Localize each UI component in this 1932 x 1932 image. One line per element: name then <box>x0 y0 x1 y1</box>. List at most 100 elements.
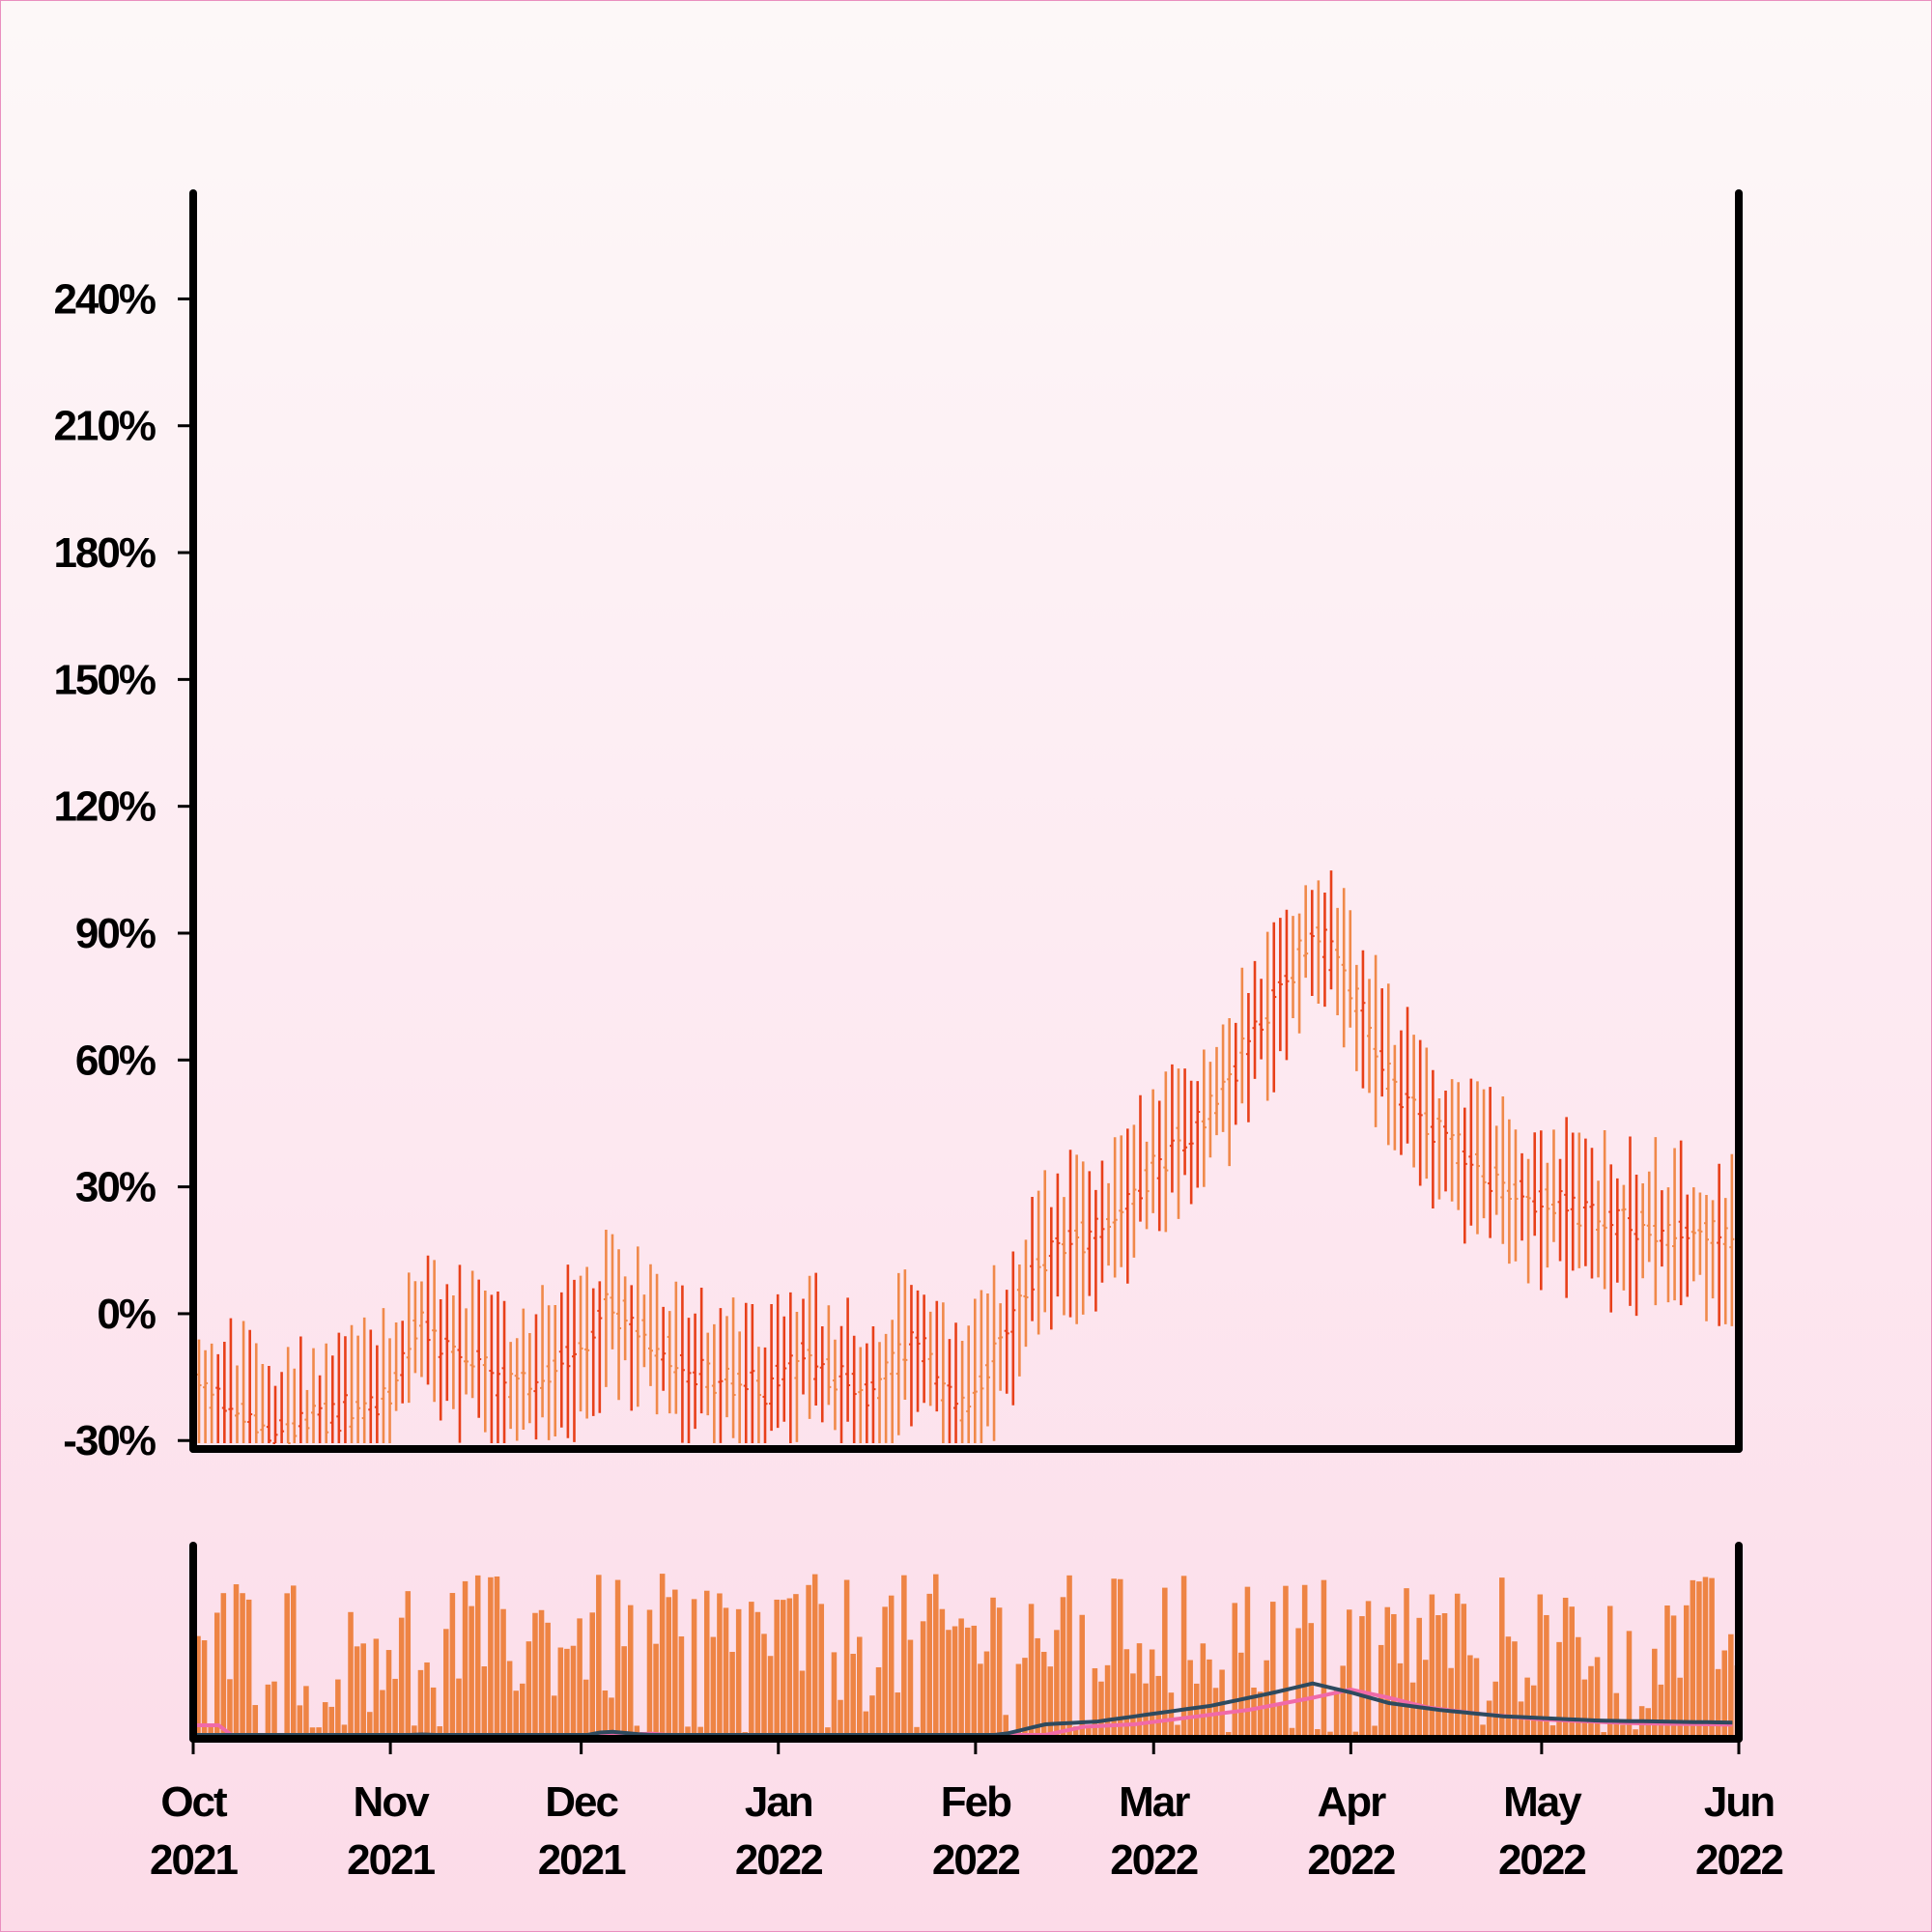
ohlc-bar <box>1080 1161 1086 1315</box>
ohlc-bar <box>998 1303 1004 1391</box>
ohlc-bar <box>1176 1068 1181 1219</box>
ohlc-bar <box>1456 1082 1462 1210</box>
ohlc-bar <box>838 1325 844 1443</box>
ohlc-bar <box>221 1341 227 1443</box>
volume-bar <box>1594 1657 1601 1739</box>
volume-bar <box>1092 1667 1098 1739</box>
ohlc-bar <box>540 1285 546 1418</box>
ohlc-bar <box>1608 1164 1614 1313</box>
x-tick-label-month: May <box>1503 1778 1582 1826</box>
volume-bar <box>1512 1641 1518 1739</box>
ohlc-bar <box>342 1336 348 1443</box>
ohlc-bar <box>508 1342 514 1430</box>
ohlc-bar <box>781 1316 787 1422</box>
volume-bar <box>557 1647 564 1739</box>
volume-bar <box>875 1666 882 1739</box>
volume-bar <box>271 1681 277 1739</box>
ohlc-bar <box>247 1329 253 1443</box>
ohlc-bar <box>1481 1089 1487 1219</box>
volume-bar <box>367 1712 373 1739</box>
ohlc-bar <box>794 1311 800 1442</box>
ohlc-bar <box>285 1347 291 1444</box>
volume-bar <box>1359 1616 1365 1739</box>
volume-bar <box>818 1604 825 1739</box>
ohlc-bar <box>1259 979 1264 1060</box>
ohlc-bar <box>953 1322 959 1443</box>
y-tick-label: 90% <box>75 910 156 957</box>
volume-bar <box>1276 1704 1283 1739</box>
ohlc-bar <box>1163 1071 1169 1233</box>
ohlc-bar <box>1430 1069 1435 1208</box>
volume-bar <box>1257 1691 1264 1739</box>
ohlc-bar <box>1303 885 1309 979</box>
ohlc-bar <box>807 1275 812 1419</box>
volume-bar <box>1505 1636 1512 1739</box>
volume-bar <box>570 1645 577 1739</box>
volume-bar <box>710 1636 717 1739</box>
volume-bar <box>328 1706 335 1739</box>
volume-bar <box>506 1661 513 1739</box>
ohlc-bar <box>1296 913 1302 1034</box>
ohlc-bar <box>329 1355 335 1443</box>
ohlc-bar <box>698 1287 704 1414</box>
volume-bar <box>1404 1588 1409 1739</box>
volume-bar <box>335 1679 341 1739</box>
ohlc-bar <box>196 1339 202 1443</box>
x-tick-label-year: 2022 <box>735 1836 822 1884</box>
ohlc-bar <box>1373 954 1378 1127</box>
ohlc-bar <box>622 1276 628 1361</box>
volume-bar <box>1168 1692 1175 1739</box>
ohlc-bar <box>260 1364 266 1443</box>
ohlc-bar <box>603 1230 609 1387</box>
volume-bar <box>1232 1603 1238 1739</box>
ohlc-bar <box>1602 1130 1607 1290</box>
volume-bar <box>1499 1577 1505 1739</box>
volume-bar <box>1365 1601 1372 1739</box>
volume-bar <box>348 1611 354 1739</box>
ohlc-bar <box>1131 1124 1137 1258</box>
volume-bar <box>888 1595 895 1739</box>
volume-bar <box>1549 1725 1556 1739</box>
volume-bar <box>609 1697 614 1739</box>
volume-bar <box>1544 1614 1549 1739</box>
volume-bar <box>1054 1630 1060 1739</box>
ohlc-bar <box>432 1260 438 1403</box>
volume-bar <box>901 1575 907 1739</box>
volume-bar <box>1569 1606 1575 1739</box>
ohlc-bar <box>647 1264 653 1386</box>
volume-bar <box>602 1690 609 1739</box>
ohlc-bar <box>558 1292 564 1428</box>
volume-bar <box>978 1663 983 1739</box>
ohlc-bar <box>1124 1128 1130 1284</box>
ohlc-bar <box>1137 1094 1143 1222</box>
volume-bar <box>1423 1660 1429 1739</box>
ohlc-bar <box>1264 931 1270 1101</box>
ohlc-bar <box>368 1329 374 1443</box>
ohlc-bar <box>324 1343 329 1443</box>
volume-bar <box>195 1635 201 1739</box>
volume-bar <box>1606 1605 1613 1739</box>
volume-bar <box>666 1597 672 1739</box>
ohlc-bar <box>984 1293 990 1427</box>
volume-bar <box>1588 1665 1594 1739</box>
volume-bar <box>1130 1673 1136 1739</box>
volume-bar <box>1454 1593 1461 1739</box>
ohlc-bar <box>571 1279 577 1442</box>
ohlc-bar <box>1239 967 1245 1104</box>
ohlc-bar <box>1036 1190 1041 1335</box>
volume-bar <box>799 1670 806 1739</box>
volume-bar <box>1537 1594 1544 1739</box>
x-axis-ticks: Oct 2021 Nov 2021 Dec 2021 Jan 2022 Feb 2022 Mar 20… <box>150 1739 1784 1884</box>
y-tick-label: 180% <box>53 529 155 577</box>
ohlc-bar <box>590 1288 596 1416</box>
volume-bar <box>1079 1614 1085 1739</box>
ohlc-bar <box>922 1294 927 1404</box>
ohlc-bar <box>1042 1170 1048 1313</box>
volume-bar <box>1187 1660 1193 1739</box>
volume-bar <box>360 1643 366 1739</box>
ohlc-bar <box>464 1308 469 1395</box>
volume-bar <box>1060 1597 1066 1739</box>
ohlc-bar <box>895 1272 901 1435</box>
volume-bar <box>1670 1615 1677 1739</box>
